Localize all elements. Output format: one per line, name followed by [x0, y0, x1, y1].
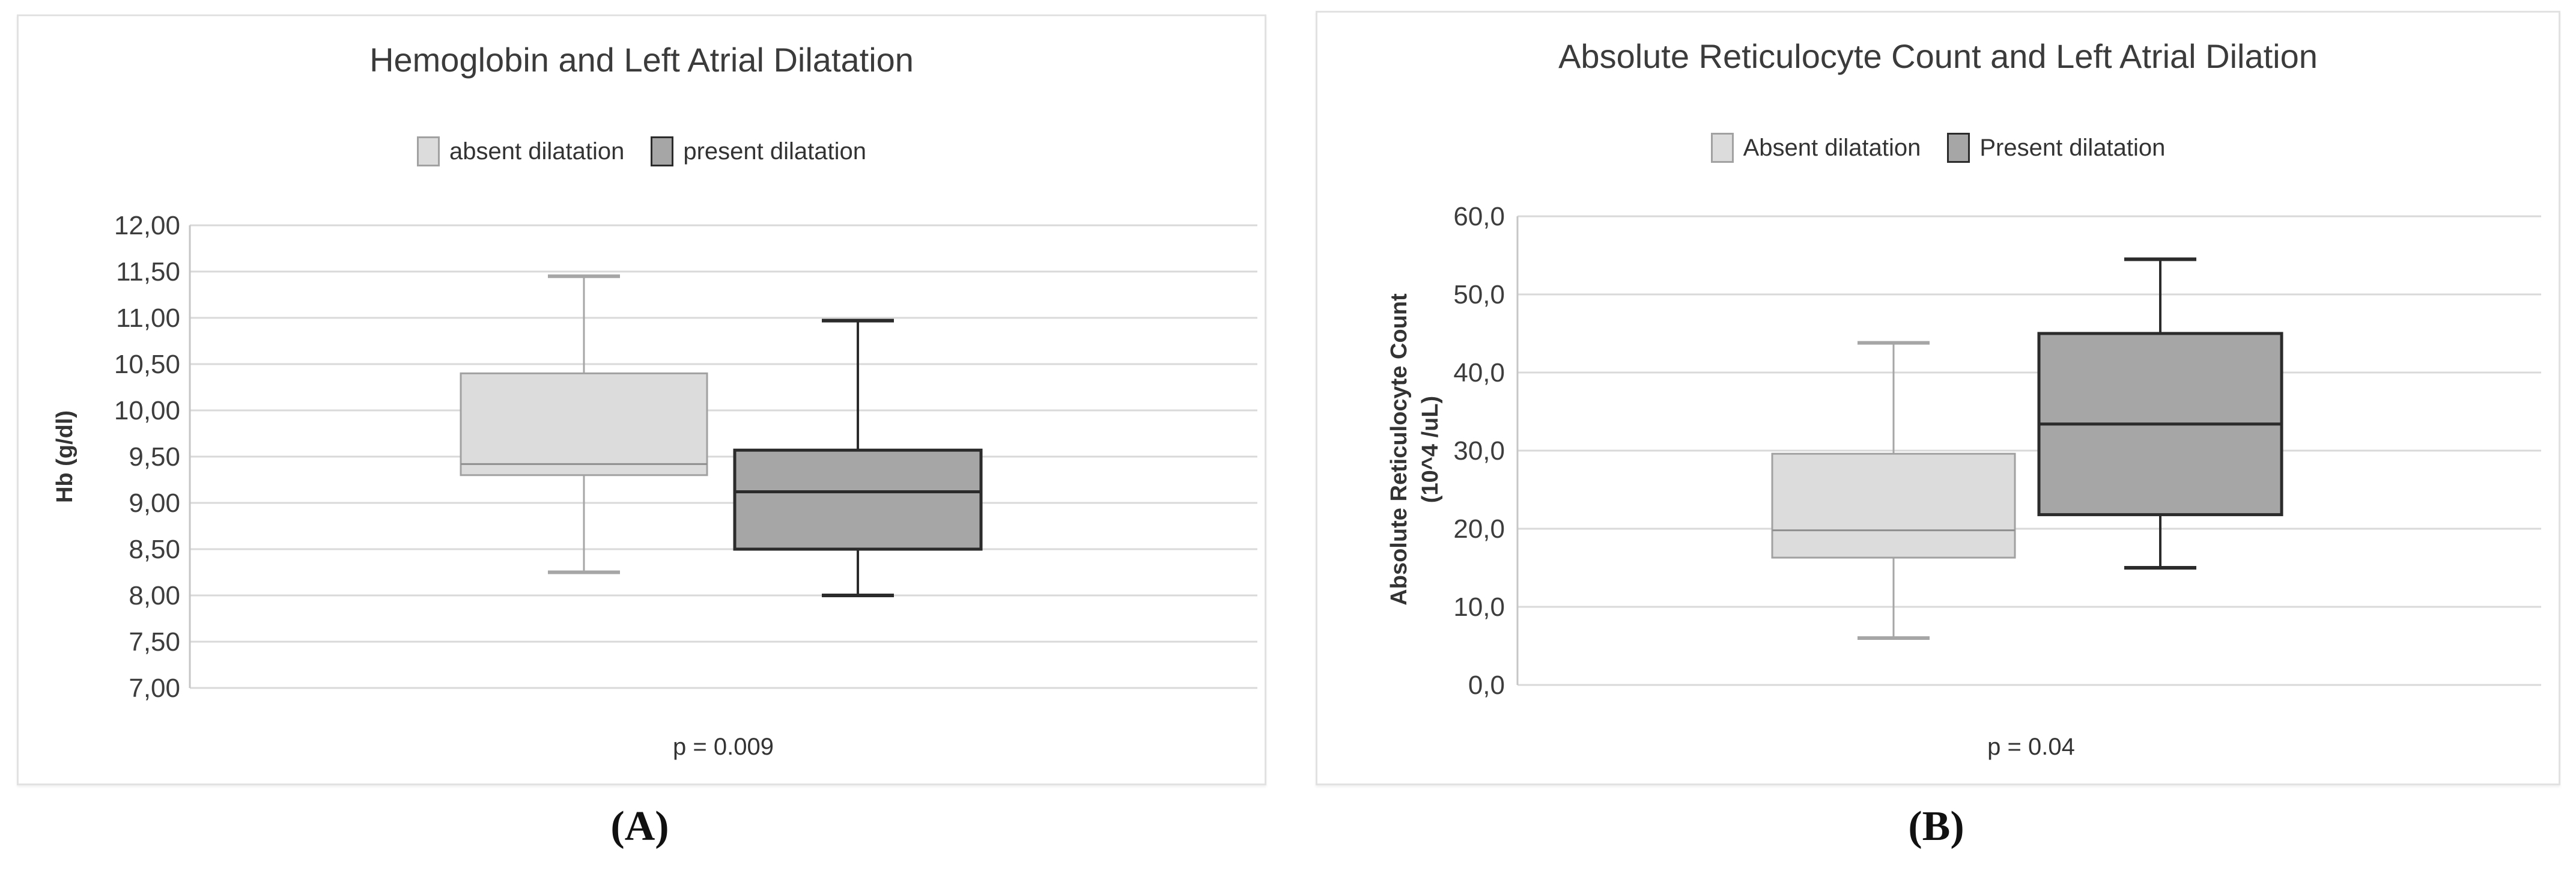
figure-caption-b: (B)	[1908, 803, 1964, 850]
y-tick-label: 60,0	[1453, 202, 1505, 231]
y-tick-label: 9,50	[129, 442, 180, 472]
legend: Absent dilatation Present dilatation	[1317, 127, 2559, 169]
legend-swatch-present-icon	[1947, 133, 1970, 163]
panel-reticulocyte: Absolute Reticulocyte Count and Left Atr…	[1316, 11, 2560, 785]
iqr-box	[1771, 452, 2016, 559]
y-tick-label: 7,00	[129, 674, 180, 703]
y-tick-label: 0,0	[1468, 671, 1505, 700]
legend-label-absent: Absent dilatation	[1743, 134, 1921, 161]
y-tick-label: 11,00	[116, 303, 180, 333]
y-tick-label: 9,00	[129, 488, 180, 518]
p-value-label: p = 0.009	[673, 734, 774, 760]
y-tick-label: 11,50	[116, 257, 180, 287]
legend-item-absent: Absent dilatation	[1710, 133, 1921, 163]
y-tick-label: 12,00	[114, 211, 180, 240]
y-tick-label: 20,0	[1453, 514, 1505, 544]
chart-title: Absolute Reticulocyte Count and Left Atr…	[1558, 37, 2318, 75]
legend-label-absent: absent dilatation	[449, 138, 625, 165]
legend-item-present: Present dilatation	[1947, 133, 2165, 163]
y-tick-label: 8,50	[129, 535, 180, 564]
y-tick-label: 10,0	[1453, 592, 1505, 622]
legend-item-absent: absent dilatation	[417, 136, 624, 166]
legend-swatch-present-icon	[651, 136, 674, 166]
legend-swatch-absent-icon	[417, 136, 440, 166]
y-tick-label: 50,0	[1453, 280, 1505, 309]
y-tick-label: 30,0	[1453, 436, 1505, 466]
legend-label-present: Present dilatation	[1979, 134, 2166, 161]
legend-item-present: present dilatation	[651, 136, 866, 166]
box-plot-reticulocyte: 60,0 50,0 40,0 30,0 20,0 10,0 0,0	[1453, 202, 2541, 700]
panel-hemoglobin: Hemoglobin and Left Atrial Dilatation ab…	[17, 14, 1266, 785]
y-tick-label: 7,50	[129, 627, 180, 657]
y-tick-label: 40,0	[1453, 358, 1505, 388]
p-value-label: p = 0.04	[1987, 734, 2075, 760]
box-plot-hemoglobin: 12,00 11,50 11,00 10,50 10,00 9,50 9,00 8,50 8,0…	[114, 211, 1257, 703]
iqr-box	[460, 372, 708, 476]
y-tick-label: 10,50	[114, 350, 180, 379]
legend-swatch-absent-icon	[1710, 133, 1734, 163]
iqr-box	[733, 448, 983, 551]
legend: absent dilatation present dilatation	[19, 130, 1265, 172]
chart-title: Hemoglobin and Left Atrial Dilatation	[369, 41, 914, 79]
y-tick-label: 8,00	[129, 581, 180, 610]
y-tick-label: 10,00	[114, 396, 180, 425]
figure-caption-a: (A)	[610, 803, 669, 850]
legend-label-present: present dilatation	[683, 138, 866, 165]
